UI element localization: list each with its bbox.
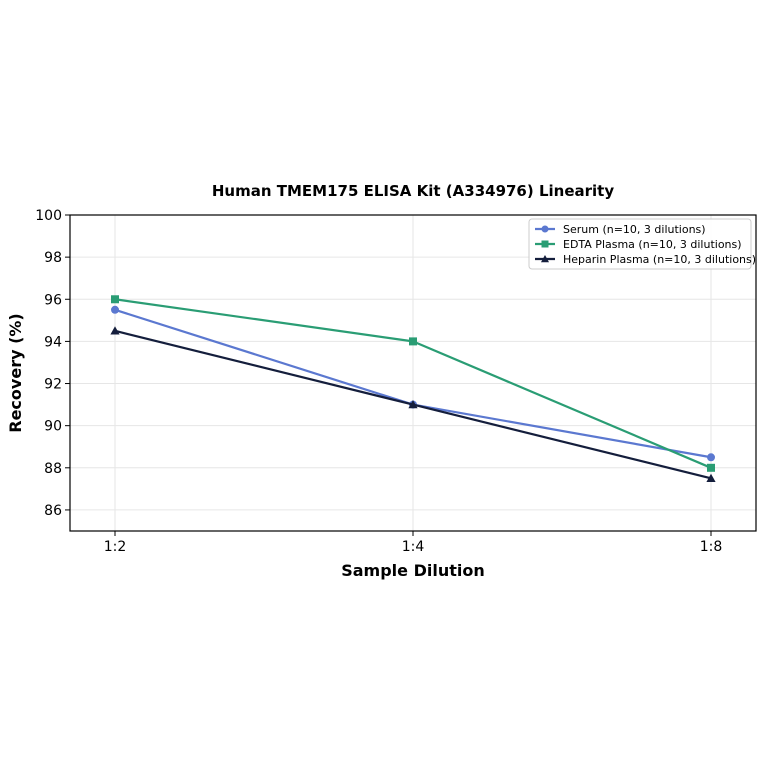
y-tick-label: 100 <box>35 208 62 224</box>
chart-title: Human TMEM175 ELISA Kit (A334976) Linear… <box>212 182 614 200</box>
data-point-triangle <box>408 400 418 409</box>
data-point-circle <box>707 453 715 462</box>
data-point-triangle <box>110 326 120 335</box>
y-tick-label: 96 <box>44 292 62 308</box>
legend-item: EDTA Plasma (n=10, 3 dilutions) <box>535 238 742 251</box>
legend-item: Heparin Plasma (n=10, 3 dilutions) <box>535 253 756 266</box>
data-point-square <box>409 337 417 346</box>
plot-series <box>110 295 716 483</box>
series-3 <box>110 326 716 483</box>
legend-label: EDTA Plasma (n=10, 3 dilutions) <box>563 238 742 251</box>
data-point-square <box>707 463 715 472</box>
y-tick-label: 94 <box>44 334 62 350</box>
y-tick-label: 88 <box>44 461 62 477</box>
x-axis-label: Sample Dilution <box>341 561 485 580</box>
data-point-square <box>111 295 119 304</box>
data-point-triangle <box>706 473 716 483</box>
y-tick-label: 90 <box>44 419 62 435</box>
data-point-circle <box>541 225 549 233</box>
data-point-circle <box>111 305 119 314</box>
legend-item: Serum (n=10, 3 dilutions) <box>535 223 706 236</box>
y-tick-label: 98 <box>44 250 62 266</box>
y-tick-label: 86 <box>44 503 62 519</box>
series-2 <box>111 295 715 472</box>
data-point-triangle <box>540 254 550 263</box>
x-tick-label: 1:8 <box>700 539 723 555</box>
y-axis-label: Recovery (%) <box>6 313 25 432</box>
legend-label: Serum (n=10, 3 dilutions) <box>563 223 706 236</box>
x-tick-label: 1:4 <box>402 539 425 555</box>
x-tick-label: 1:2 <box>104 539 127 555</box>
data-point-square <box>541 240 549 248</box>
y-tick-label: 92 <box>44 377 62 393</box>
legend-box <box>528 218 752 270</box>
legend-label: Heparin Plasma (n=10, 3 dilutions) <box>563 253 756 266</box>
axes: 86 88 90 92 94 96 98 100 1:2 1:4 1:8 <box>35 208 722 555</box>
legend: Serum (n=10, 3 dilutions) EDTA Plasma (n=… <box>528 218 756 270</box>
